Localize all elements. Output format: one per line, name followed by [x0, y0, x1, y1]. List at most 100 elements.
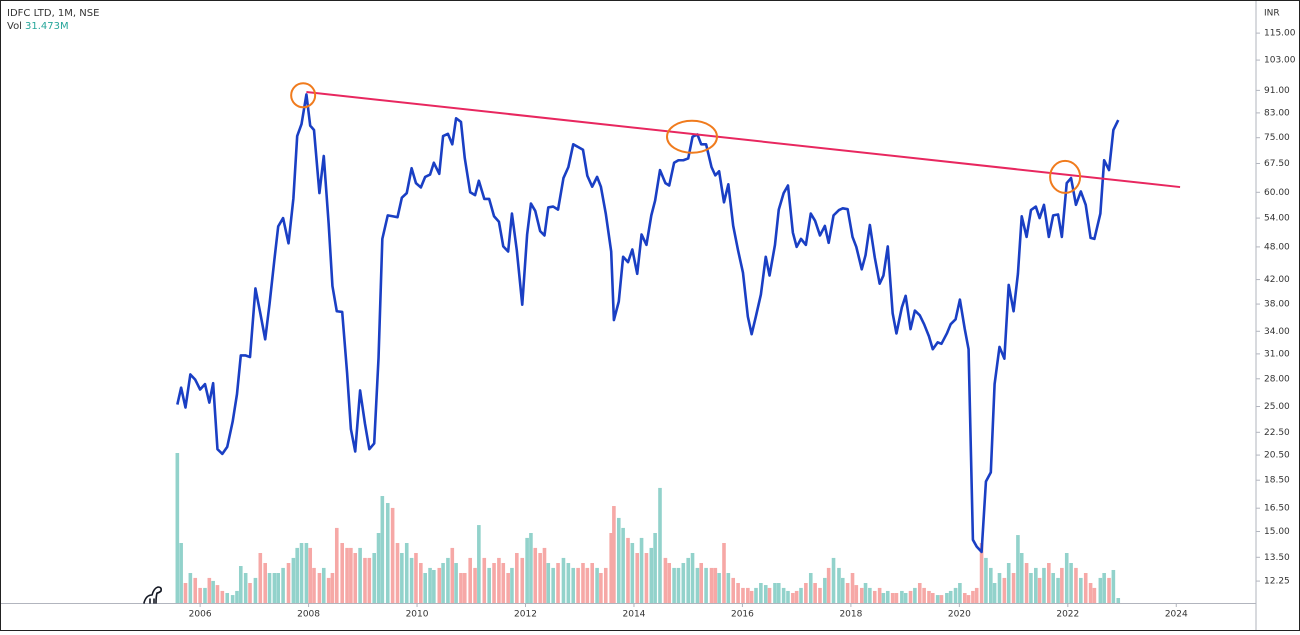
volume-bar — [695, 567, 700, 603]
volume-bar — [831, 557, 836, 603]
y-tick-label: 48.00 — [1264, 242, 1290, 252]
volume-bar — [948, 590, 953, 603]
volume-bar — [989, 567, 993, 603]
volume-bar — [1029, 573, 1033, 603]
volume-bar — [818, 587, 822, 603]
volume-bar — [1034, 567, 1038, 603]
volume-bar — [877, 587, 882, 603]
volume-bar — [409, 557, 414, 603]
volume-bar — [894, 593, 899, 603]
volume-bar — [238, 566, 243, 603]
volume-bar — [1069, 563, 1073, 603]
volume-bar — [419, 563, 423, 603]
y-tick-label: 31.00 — [1264, 349, 1290, 359]
volume-bar — [726, 573, 731, 603]
volume-bar — [863, 583, 868, 603]
volume-bar — [230, 595, 235, 603]
volume-bar — [709, 567, 714, 603]
volume-bar — [538, 553, 542, 603]
chart-title: IDFC LTD, 1M, NSE — [7, 8, 99, 19]
y-tick-label: 42.00 — [1264, 275, 1290, 285]
volume-bar — [291, 557, 296, 603]
volume-bar — [741, 587, 745, 603]
volume-bar — [349, 547, 353, 603]
y-tick-label: 13.50 — [1264, 553, 1290, 563]
volume-bar — [340, 543, 345, 603]
volume-bar — [868, 587, 872, 603]
volume-bar — [962, 593, 967, 603]
volume-bar — [501, 563, 506, 603]
volume-bar — [979, 543, 984, 603]
volume-bar — [595, 567, 599, 603]
y-tick-label: 12.25 — [1264, 577, 1290, 587]
y-tick-label: 103.00 — [1264, 56, 1296, 66]
volume-bar — [390, 507, 395, 603]
volume-bar — [220, 590, 225, 603]
volume-bar — [872, 590, 877, 603]
volume-bar — [248, 583, 252, 603]
volume-bar — [767, 587, 772, 603]
volume-bar — [953, 587, 958, 603]
volume-bar — [859, 587, 864, 603]
volume-bar — [188, 573, 193, 603]
volume-bar — [183, 583, 188, 603]
x-tick-label: 2024 — [1165, 610, 1188, 620]
volume-bar — [690, 553, 695, 603]
volume-bar — [492, 563, 496, 603]
volume-bar — [997, 573, 1002, 603]
volume-bar — [198, 587, 202, 603]
volume-bar — [459, 573, 463, 603]
volume-bar — [571, 567, 576, 603]
y-tick-label: 28.00 — [1264, 374, 1290, 384]
volume-bar — [609, 533, 613, 603]
volume-bar — [506, 573, 510, 603]
volume-bar — [193, 577, 198, 603]
volume-bar — [644, 553, 649, 603]
volume-bar — [1116, 598, 1121, 603]
volume-bar — [840, 577, 845, 603]
volume-bar — [576, 567, 580, 603]
volume-bar — [235, 590, 239, 603]
y-tick-label: 91.00 — [1264, 86, 1290, 96]
volume-bar — [353, 553, 358, 603]
volume-bar — [556, 563, 560, 603]
volume-bar — [358, 547, 362, 603]
volume-bar — [621, 527, 625, 603]
volume-bar — [984, 557, 988, 603]
volume-bar — [676, 567, 681, 603]
y-tick-label: 83.00 — [1264, 108, 1290, 118]
volume-bar — [317, 573, 322, 603]
volume-bar — [794, 590, 799, 603]
volume-bar — [542, 547, 547, 603]
volume-bar — [776, 583, 781, 603]
y-tick-label: 15.00 — [1264, 527, 1290, 537]
volume-bar — [1042, 567, 1046, 603]
highlight-circle — [290, 82, 317, 109]
volume-bar — [958, 583, 962, 603]
volume-bar — [966, 595, 971, 603]
volume-bar — [1002, 577, 1007, 603]
volume-bar — [885, 590, 890, 603]
volume-bar — [927, 590, 931, 603]
volume-bar — [1060, 567, 1064, 603]
volume-bar — [276, 573, 281, 603]
volume-bar — [791, 593, 795, 603]
volume-bar — [713, 567, 718, 603]
y-tick-label: 22.50 — [1264, 428, 1290, 438]
volume-bar — [754, 587, 758, 603]
volume-bar — [253, 577, 258, 603]
volume-bar — [759, 583, 763, 603]
volume-bar — [626, 537, 630, 603]
x-tick-label: 2018 — [839, 610, 862, 620]
volume-bar — [1037, 577, 1042, 603]
volume-bar — [630, 543, 635, 603]
volume-value: 31.473M — [25, 21, 69, 32]
volume-bar — [1074, 567, 1078, 603]
volume-bar — [1092, 587, 1097, 603]
volume-bar — [372, 553, 376, 603]
volume-bar — [722, 543, 726, 603]
volume-bar — [243, 573, 248, 603]
volume-bar — [639, 537, 644, 603]
volume-bar — [312, 567, 316, 603]
volume-bar — [746, 587, 750, 603]
